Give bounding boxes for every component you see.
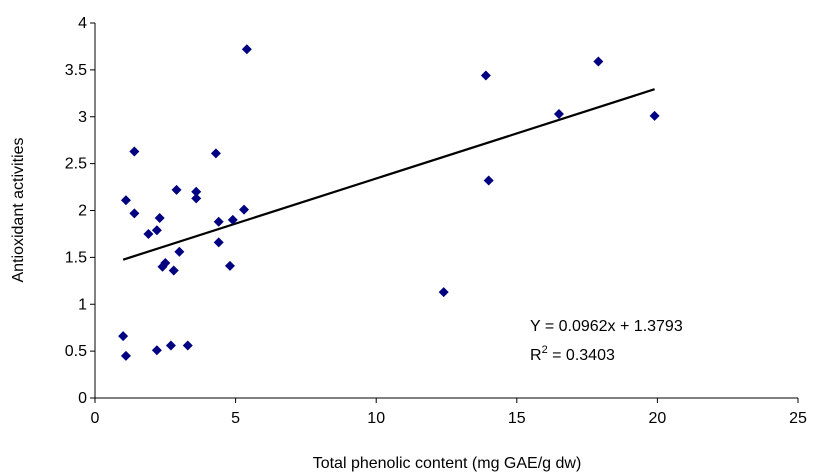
data-point [118, 331, 129, 342]
r-squared-prefix: R [530, 347, 542, 364]
x-tick-label: 5 [231, 410, 240, 427]
x-tick-label: 0 [91, 410, 100, 427]
y-axis-title: Antioxidant activities [10, 138, 27, 283]
data-point [154, 213, 165, 223]
y-tick-label: 1.5 [65, 249, 87, 266]
x-tick-label: 10 [367, 410, 385, 427]
data-point [213, 216, 224, 227]
x-axis-title: Total phenolic content (mg GAE/g dw) [313, 455, 582, 472]
data-point [241, 44, 252, 55]
data-point [191, 186, 202, 197]
y-tick-label: 1 [78, 296, 87, 313]
r-squared-label: R2 = 0.3403 [530, 344, 615, 364]
data-point [151, 345, 162, 356]
data-point [160, 258, 171, 268]
data-point [483, 175, 494, 186]
data-point [480, 70, 491, 81]
data-point [143, 228, 154, 239]
data-point [227, 214, 238, 225]
data-point [553, 108, 564, 119]
data-point [224, 260, 235, 271]
data-point [151, 225, 162, 236]
data-point [174, 246, 185, 257]
tick-labels: 0 0.5 1 1.5 2 2.5 3 3.5 4 0 5 10 15 20 25 [65, 15, 807, 427]
y-tick-label: 2.5 [65, 156, 87, 173]
data-point [120, 195, 131, 206]
data-point [593, 56, 604, 67]
data-point [168, 265, 179, 276]
data-point [129, 208, 140, 219]
data-point [165, 340, 176, 351]
r-squared-superscript: 2 [542, 344, 548, 356]
trendline [122, 88, 655, 261]
y-tick-label: 0 [78, 390, 87, 407]
data-point [438, 287, 449, 298]
x-tick-label: 15 [508, 410, 526, 427]
data-points [118, 44, 660, 361]
trendline-group [122, 88, 655, 261]
data-point [129, 146, 140, 157]
data-point [191, 193, 202, 204]
data-point [182, 340, 193, 351]
data-point [213, 237, 224, 248]
y-tick-label: 4 [78, 15, 87, 32]
data-point [649, 110, 660, 121]
x-tick-label: 20 [649, 410, 667, 427]
data-point [120, 350, 131, 361]
data-point [239, 204, 250, 215]
data-point [210, 148, 221, 159]
y-tick-label: 2 [78, 203, 87, 220]
y-tick-label: 3.5 [65, 62, 87, 79]
y-tick-label: 3 [78, 109, 87, 126]
r-squared-value: = 0.3403 [548, 347, 615, 364]
axes [90, 22, 799, 403]
y-tick-label: 0.5 [65, 343, 87, 360]
data-point [171, 184, 182, 195]
x-tick-label: 25 [789, 410, 807, 427]
trendline-equation: Y = 0.0962x + 1.3793 [530, 318, 683, 335]
